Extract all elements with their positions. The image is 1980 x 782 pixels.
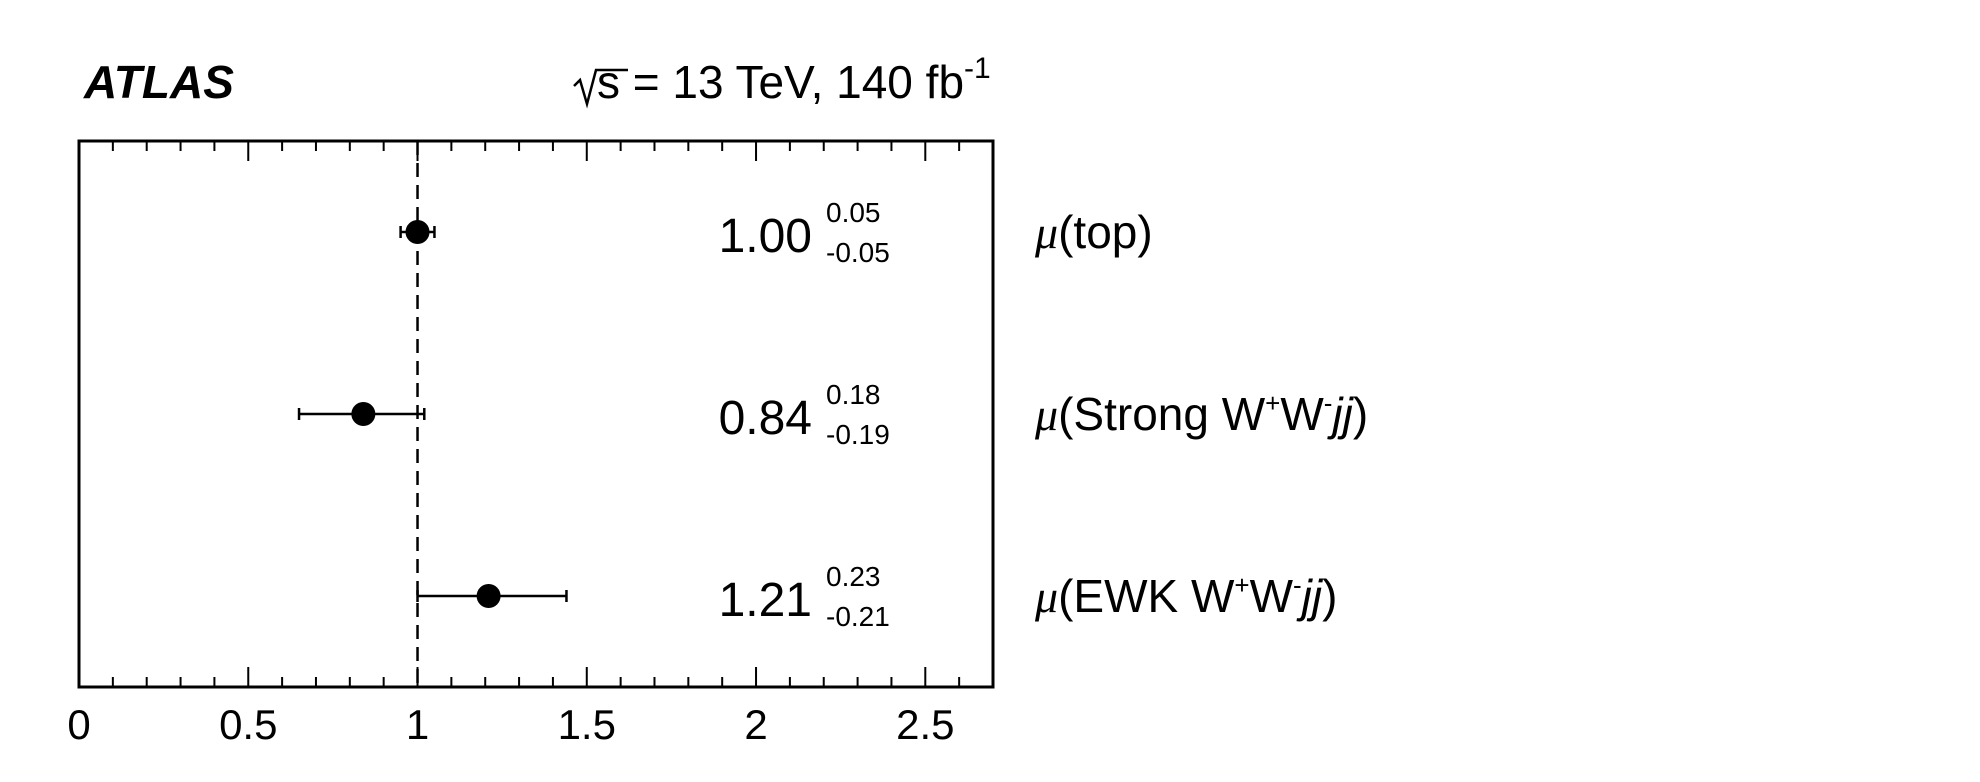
energy-s: s: [597, 56, 620, 108]
error-down-label: -0.05: [826, 237, 890, 268]
label-text: (top): [1058, 206, 1153, 258]
parameter-label: μ(Strong W+W-jj): [1034, 388, 1368, 440]
sqrt-sign-icon: [573, 68, 628, 109]
data-points: 1.00 0.05-0.05 μ(top)0.84 0.18-0.19 μ(Strong…: [297, 197, 1368, 632]
data-point-marker: [476, 584, 501, 608]
label-text: (Strong W: [1058, 388, 1266, 440]
label-text: (EWK W: [1058, 570, 1235, 622]
label-text: ): [1353, 388, 1368, 440]
x-tick-label: 1.5: [558, 701, 616, 748]
error-up-label: 0.05: [826, 197, 881, 228]
data-point-marker: [405, 220, 430, 244]
error-down-label: -0.19: [826, 419, 890, 450]
x-axis-tick-labels: 0 0.5 1 1.5 2 2.5: [67, 701, 954, 748]
value-label: 1.21: [719, 574, 812, 627]
label-text: ): [1322, 570, 1337, 622]
experiment-label: ATLAS: [83, 56, 234, 108]
value-label: 0.84: [719, 392, 812, 445]
data-point-group: 1.21 0.23 -0.21 μ(EWK W+W-jj): [416, 561, 1337, 632]
charge-superscript: +: [1234, 570, 1249, 600]
data-point-group: 0.84 0.18 -0.19 μ(Strong W+W-jj): [297, 379, 1368, 450]
mu-symbol: μ: [1034, 571, 1058, 622]
label-text: W: [1280, 388, 1324, 440]
lumi-superscript: -1: [964, 52, 991, 85]
x-tick-label: 2: [744, 701, 767, 748]
energy-lumi-label: s = 13 TeV, 140 fb-1: [573, 52, 991, 109]
data-point-marker: [351, 402, 376, 426]
error-up-label: 0.18: [826, 379, 881, 410]
charge-superscript: -: [1293, 570, 1302, 600]
charge-superscript: +: [1265, 388, 1280, 418]
value-label: 1.00: [719, 210, 812, 263]
energy-rest: = 13 TeV, 140 fb: [620, 56, 964, 108]
parameter-label: μ(top): [1034, 206, 1153, 258]
charge-superscript: -: [1324, 388, 1333, 418]
x-tick-label: 0: [67, 701, 90, 748]
mu-symbol: μ: [1034, 207, 1058, 258]
label-text: W: [1250, 570, 1294, 622]
parameter-label: μ(EWK W+W-jj): [1034, 570, 1337, 622]
x-tick-label: 0.5: [219, 701, 277, 748]
mu-symbol: μ: [1034, 389, 1058, 440]
error-down-label: -0.21: [826, 601, 890, 632]
energy-label: s = 13 TeV, 140 fb-1: [597, 52, 991, 108]
data-point-group: 1.00 0.05 -0.05 μ(top): [399, 197, 1153, 268]
x-tick-label: 2.5: [896, 701, 954, 748]
plot-frame: [77, 139, 995, 689]
x-tick-label: 1: [406, 701, 429, 748]
error-up-label: 0.23: [826, 561, 881, 592]
